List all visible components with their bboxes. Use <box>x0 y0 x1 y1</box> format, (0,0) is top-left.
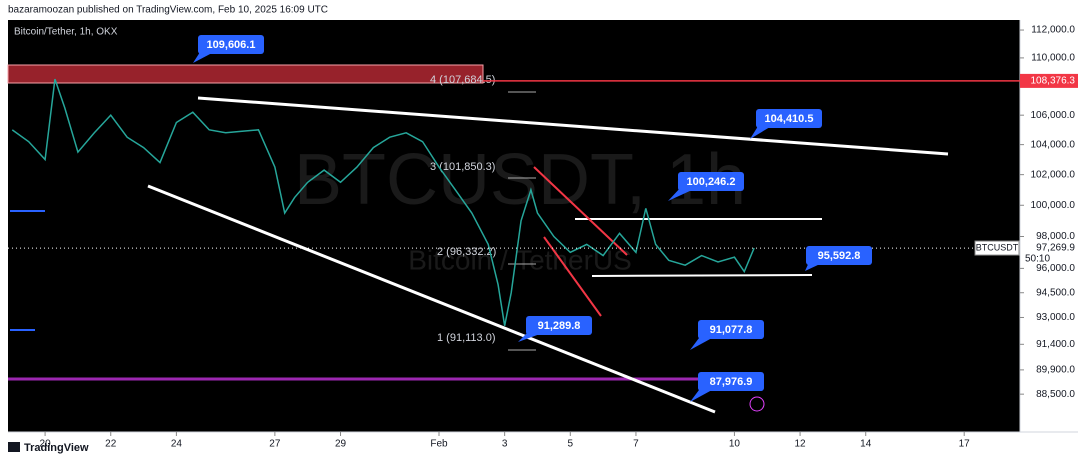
last-price-label: 97,269.9 <box>1036 243 1075 254</box>
y-tick-label: 102,000.0 <box>1031 169 1076 180</box>
annotation-bubble <box>806 246 872 265</box>
countdown-label: 50:10 <box>1025 254 1050 265</box>
price-line <box>11 78 755 326</box>
annotation-bubble <box>756 109 822 128</box>
x-tick-label: Feb <box>430 439 448 450</box>
fib-label: 3 (101,850.3) <box>430 161 495 173</box>
chart-title: Bitcoin/Tether, 1h, OKX <box>14 27 118 38</box>
y-tick-label: 94,500.0 <box>1036 287 1075 298</box>
trend-line <box>147 184 716 414</box>
annotation-label: 87,976.9 <box>710 376 753 388</box>
y-tick-label: 104,000.0 <box>1031 139 1076 150</box>
annotation-bubble <box>698 320 764 339</box>
alert-icon[interactable] <box>749 396 765 412</box>
x-tick-label: 17 <box>959 439 971 450</box>
trend-line <box>197 96 949 156</box>
channel-line <box>533 166 628 256</box>
symbol-label: BTCUSDT <box>976 242 1019 252</box>
resistance-tag <box>1020 73 1078 88</box>
y-tick-label: 106,000.0 <box>1031 110 1076 121</box>
resistance-label: 108,376.3 <box>1031 76 1076 87</box>
y-tick-label: 88,500.0 <box>1036 389 1075 400</box>
annotation-bubble <box>698 372 764 391</box>
x-tick-label: 22 <box>105 439 117 450</box>
y-tick-label: 98,000.0 <box>1036 231 1075 242</box>
symbol-tag <box>974 240 1020 256</box>
x-tick-label: 27 <box>269 439 281 450</box>
range-line <box>591 274 813 277</box>
x-tick-label: 20 <box>40 439 52 450</box>
y-tick-label: 112,000.0 <box>1031 25 1075 36</box>
x-tick-label: 29 <box>335 439 347 450</box>
annotation-bubble <box>526 316 592 335</box>
y-tick-label: 96,000.0 <box>1036 263 1075 274</box>
fib-label: 2 (96,332.2) <box>437 246 496 258</box>
annotation-label: 91,289.8 <box>538 320 581 332</box>
publisher: bazaramoozan published on TradingView.co… <box>8 5 328 16</box>
y-tick-label: 89,900.0 <box>1036 365 1075 376</box>
supply-zone <box>7 64 484 84</box>
annotation-label: 100,246.2 <box>687 176 736 188</box>
x-tick-label: 10 <box>729 439 741 450</box>
annotation-label: 91,077.8 <box>710 324 753 336</box>
y-tick-label: 110,000.0 <box>1031 53 1075 64</box>
x-tick-label: 3 <box>502 439 508 450</box>
y-tick-label: 93,000.0 <box>1036 312 1075 323</box>
footer-brand: TradingView <box>24 442 89 454</box>
channel-line <box>543 236 602 317</box>
x-tick-label: 24 <box>171 439 183 450</box>
plot-area <box>8 20 1020 432</box>
annotation-bubble <box>678 172 744 191</box>
x-tick-label: 7 <box>633 439 639 450</box>
annotation-bubble <box>198 35 264 54</box>
x-tick-label: 14 <box>860 439 872 450</box>
brand-logo <box>8 442 20 452</box>
fib-label: 1 (91,113.0) <box>437 332 496 344</box>
annotation-label: 95,592.8 <box>818 250 861 262</box>
annotation-label: 109,606.1 <box>207 39 256 51</box>
y-tick-label: 91,400.0 <box>1036 339 1075 350</box>
fib-label: 4 (107,684.5) <box>430 74 495 86</box>
x-tick-label: 12 <box>795 439 807 450</box>
x-tick-label: 5 <box>568 439 574 450</box>
y-tick-label: 100,000.0 <box>1031 200 1076 211</box>
annotation-label: 104,410.5 <box>765 113 814 125</box>
